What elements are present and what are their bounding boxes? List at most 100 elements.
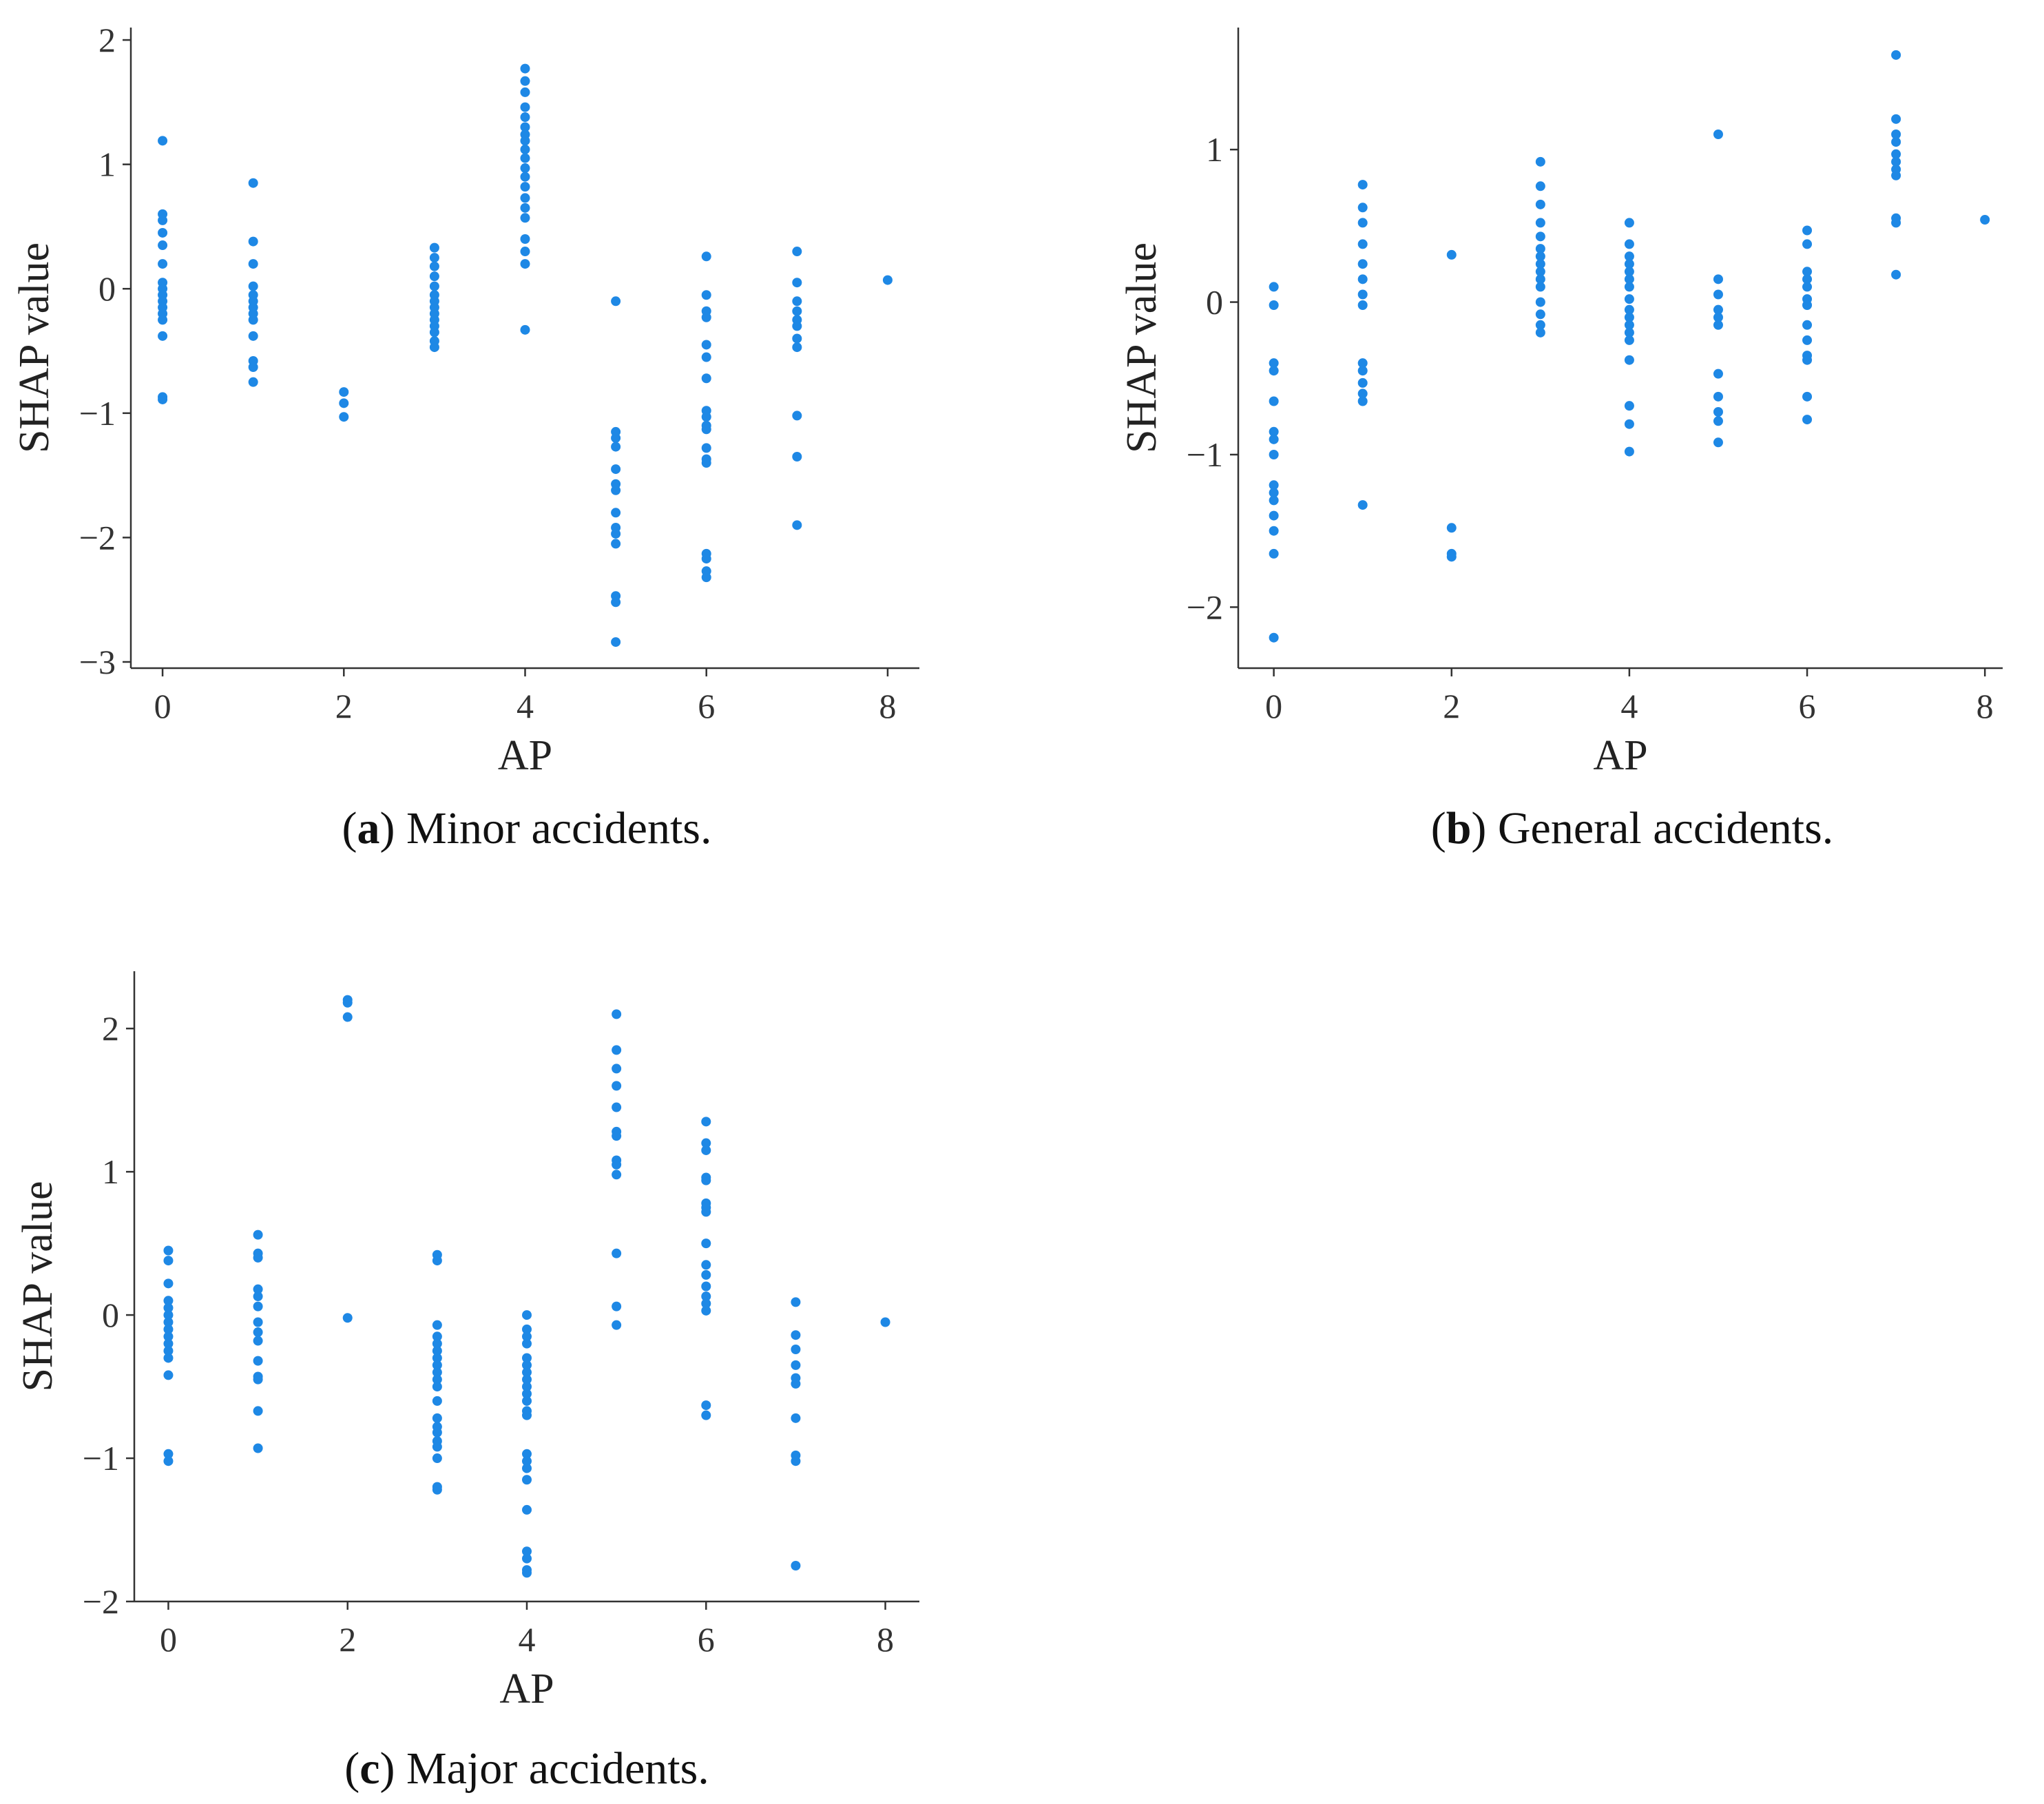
data-point — [701, 443, 711, 453]
data-point — [432, 1374, 442, 1385]
data-point — [791, 1297, 801, 1307]
data-point — [522, 1338, 532, 1349]
x-tick-label: 6 — [1799, 687, 1816, 725]
data-point — [522, 1396, 532, 1406]
data-point — [1624, 401, 1634, 411]
data-point — [1269, 510, 1279, 521]
data-point — [1713, 320, 1723, 330]
caption-b-letter: b — [1446, 803, 1472, 853]
data-point — [792, 296, 802, 307]
data-point — [1269, 548, 1279, 559]
data-point — [1891, 114, 1901, 124]
data-point — [701, 1138, 711, 1148]
data-point — [253, 1356, 263, 1366]
data-point — [522, 1310, 532, 1320]
data-point — [253, 1284, 263, 1294]
data-point — [342, 1313, 353, 1323]
data-point — [792, 342, 802, 353]
chart-panel-c: −2 −1 0 1 2 0 2 4 6 8 AP SHAP value — [0, 951, 964, 1736]
data-point — [611, 442, 621, 452]
data-point — [1357, 388, 1368, 399]
data-point — [611, 433, 621, 443]
data-point — [1624, 239, 1634, 249]
data-point — [1535, 231, 1545, 242]
data-point — [1446, 249, 1457, 260]
data-point — [1357, 289, 1368, 300]
data-point — [1802, 225, 1813, 236]
data-point — [158, 136, 168, 146]
x-tick-label: 6 — [698, 687, 715, 725]
data-point — [1357, 218, 1368, 228]
data-point — [158, 240, 168, 251]
data-point — [248, 178, 258, 188]
data-point — [1357, 396, 1368, 406]
data-point — [612, 1248, 622, 1258]
data-point — [701, 572, 711, 583]
data-point — [701, 312, 711, 322]
x-tick-label: 4 — [1620, 687, 1638, 725]
data-point — [522, 1463, 532, 1473]
data-point — [522, 1324, 532, 1334]
data-point — [339, 387, 349, 397]
data-point — [429, 253, 439, 263]
caption-c: (c) Major accidents. — [344, 1743, 709, 1794]
data-point — [253, 1252, 263, 1263]
data-point — [1713, 416, 1723, 426]
data-point — [163, 1310, 174, 1320]
data-point — [611, 464, 621, 475]
data-point — [520, 153, 530, 163]
data-point — [520, 259, 530, 269]
data-point — [158, 394, 168, 404]
data-point — [1891, 156, 1901, 167]
data-point — [522, 1410, 532, 1420]
y-axis-label: SHAP value — [1118, 242, 1165, 453]
data-point — [429, 261, 439, 271]
data-point — [1802, 415, 1813, 425]
x-tick-label: 2 — [335, 687, 353, 725]
data-point — [429, 242, 439, 253]
data-point — [1624, 327, 1634, 338]
data-point — [1713, 312, 1723, 322]
data-point — [158, 331, 168, 341]
data-point — [520, 172, 530, 182]
data-point — [253, 1374, 263, 1385]
data-point — [1357, 300, 1368, 310]
data-point — [163, 1353, 174, 1363]
data-point — [1891, 170, 1901, 180]
data-point — [1269, 526, 1279, 536]
data-point — [522, 1449, 532, 1459]
x-tick-label: 0 — [154, 687, 171, 725]
x-tick-label: 8 — [879, 687, 896, 725]
data-point — [1269, 426, 1279, 437]
data-point — [1446, 523, 1457, 533]
data-point — [248, 377, 258, 387]
data-point — [522, 1331, 532, 1342]
data-point — [158, 227, 168, 238]
y-tick-label: −2 — [79, 518, 116, 557]
data-point — [791, 1413, 801, 1423]
data-point — [611, 296, 621, 307]
y-tick-label: −1 — [83, 1439, 119, 1478]
data-point — [163, 1338, 174, 1349]
data-point — [612, 1045, 622, 1055]
data-point — [1802, 355, 1813, 365]
data-point — [1802, 239, 1813, 249]
data-point — [1713, 369, 1723, 379]
data-point — [522, 1353, 532, 1363]
caption-c-letter: c — [359, 1743, 380, 1794]
data-point — [522, 1374, 532, 1385]
data-point — [1624, 267, 1634, 277]
data-point — [1713, 289, 1723, 300]
x-tick-label: 8 — [877, 1620, 894, 1659]
data-point — [1624, 304, 1634, 315]
x-axis-label: AP — [1593, 732, 1647, 779]
data-point — [1624, 274, 1634, 284]
data-point — [1802, 300, 1813, 310]
data-point — [792, 306, 802, 316]
data-point — [612, 1320, 622, 1330]
data-point — [791, 1345, 801, 1354]
data-point — [612, 1009, 622, 1019]
y-tick-label: 0 — [98, 269, 116, 308]
data-point — [1624, 320, 1634, 330]
y-tick-label: 1 — [1206, 130, 1223, 169]
